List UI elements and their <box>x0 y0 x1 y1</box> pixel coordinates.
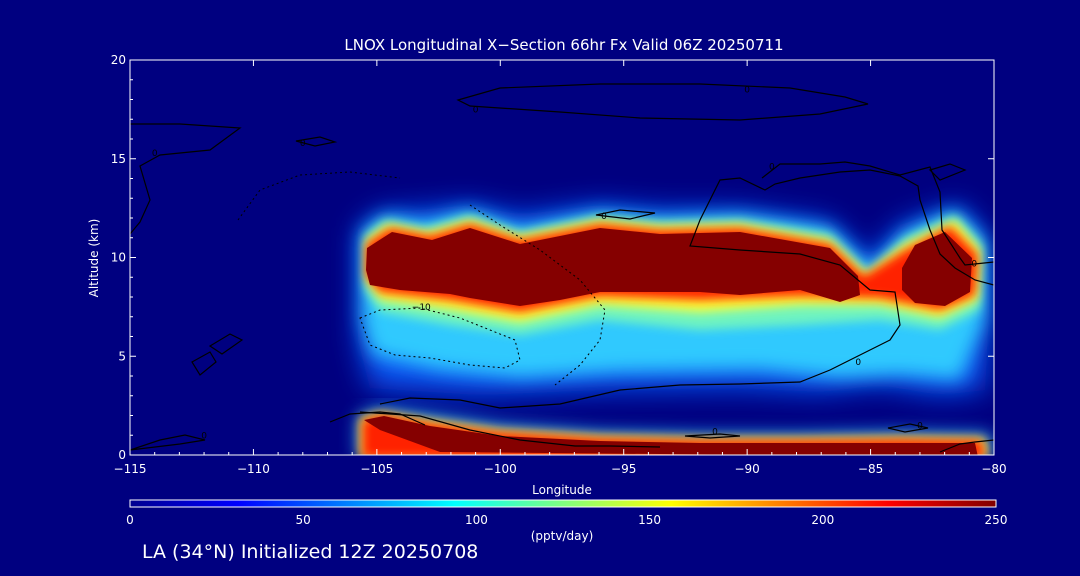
negative-contours <box>237 171 606 386</box>
contour-label: 0 <box>473 105 479 115</box>
colorbar-tick-label: 50 <box>296 513 311 527</box>
colorbar-tick-label: 100 <box>465 513 488 527</box>
contour-label: 0 <box>712 427 718 437</box>
y-axis-label: Altitude (km) <box>87 219 101 298</box>
contour-labels: 0 0 0 0 0 0 0 0 0 0 0 −10 <box>152 86 978 442</box>
surface-band <box>358 408 992 455</box>
x-tick-label: −110 <box>237 462 270 476</box>
colorbar-tick-label: 250 <box>985 513 1008 527</box>
contour-label: 0 <box>601 212 607 222</box>
heatmap-field <box>358 205 992 455</box>
upper-band <box>358 205 990 395</box>
x-tick-label: −80 <box>981 462 1006 476</box>
x-axis-ticks: −115 −110 −105 −100 −95 −90 −85 −80 <box>114 60 1007 476</box>
contour-label: 0 <box>152 149 158 159</box>
y-tick-label: 20 <box>111 53 126 67</box>
contour-label: −10 <box>412 303 431 313</box>
contour-label: 0 <box>971 259 977 269</box>
contour-label: 0 <box>300 139 306 149</box>
x-tick-label: −95 <box>611 462 636 476</box>
x-tick-label: −100 <box>484 462 517 476</box>
x-tick-label: −115 <box>114 462 147 476</box>
x-tick-label: −105 <box>360 462 393 476</box>
y-axis-ticks: 0 5 10 15 20 <box>111 53 994 462</box>
colorbar-tick-label: 200 <box>811 513 834 527</box>
colorbar-tick-label: 0 <box>126 513 134 527</box>
colorbar-label: (pptv/day) <box>531 529 594 543</box>
contour-label: 0 <box>201 431 207 441</box>
y-tick-label: 5 <box>118 349 126 363</box>
contour-label: 0 <box>855 358 861 368</box>
x-tick-label: −90 <box>734 462 759 476</box>
contour-label: 0 <box>744 86 750 96</box>
contour-lines <box>130 83 994 453</box>
y-tick-label: 15 <box>111 152 126 166</box>
contour-label: 0 <box>769 163 775 173</box>
y-tick-label: 0 <box>118 448 126 462</box>
x-axis-label: Longitude <box>532 483 592 497</box>
surface-band-core <box>364 416 978 455</box>
footer-caption: LA (34°N) Initialized 12Z 20250708 <box>142 541 479 563</box>
colorbar <box>129 499 997 508</box>
contour-label: 0 <box>917 421 923 431</box>
colorbar-tick-label: 150 <box>638 513 661 527</box>
x-tick-label: −85 <box>858 462 883 476</box>
chart-title: LNOX Longitudinal X−Section 66hr Fx Vali… <box>344 36 783 54</box>
y-tick-label: 10 <box>111 251 126 265</box>
upper-band-core <box>366 228 860 306</box>
colorbar-ticks: 0 50 100 150 200 250 <box>126 513 1007 527</box>
